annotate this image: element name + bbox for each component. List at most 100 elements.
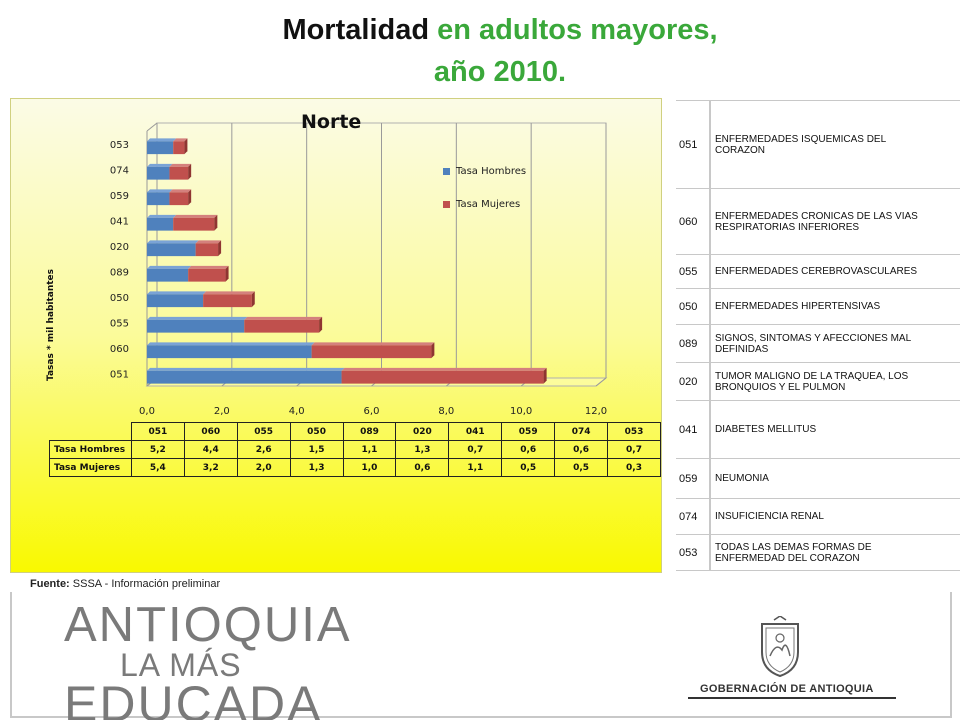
code-row: 051 ENFERMEDADES ISQUEMICAS DEL CORAZON xyxy=(676,100,960,189)
chart-legend: Tasa Hombres Tasa Mujeres xyxy=(443,163,526,229)
bar-hombres-top xyxy=(147,316,248,320)
bar-hombres-top xyxy=(147,367,345,371)
legend-item: Tasa Hombres xyxy=(443,163,526,179)
y-tick-label: 059 xyxy=(110,191,129,202)
code-description: TODAS LAS DEMAS FORMAS DE ENFERMEDAD DEL… xyxy=(710,534,960,571)
code-row: 074 INSUFICIENCIA RENAL xyxy=(676,498,960,535)
bar-mujeres xyxy=(173,217,215,231)
legend-swatch xyxy=(443,200,450,208)
bar-hombres xyxy=(147,345,312,359)
code-cell: 059 xyxy=(676,458,711,499)
code-description: ENFERMEDADES CRONICAS DE LAS VIAS RESPIR… xyxy=(710,188,960,255)
code-description: ENFERMEDADES HIPERTENSIVAS xyxy=(710,288,960,325)
bar-hombres xyxy=(147,166,170,180)
code-row: 060 ENFERMEDADES CRONICAS DE LAS VIAS RES… xyxy=(676,188,960,255)
bar-end-face xyxy=(431,342,435,359)
logo-line-3: EDUCADA xyxy=(64,676,323,720)
code-cell: 051 xyxy=(676,100,711,189)
code-row: 055 ENFERMEDADES CEREBROVASCULARES xyxy=(676,254,960,289)
code-row: 041 DIABETES MELLITUS xyxy=(676,400,960,459)
chart-svg: 0,0 2,0 4,0 6,0 8,0 10,0 12,0 051 060 055 050 089 02… xyxy=(110,122,608,417)
bar-end-face xyxy=(214,214,218,231)
table-header-cell: 074 xyxy=(554,422,609,441)
slide-title-line-2: año 2010. xyxy=(433,56,567,88)
bar-hombres-top xyxy=(147,189,173,193)
bar-mujeres xyxy=(195,243,219,257)
bar-mujeres xyxy=(173,141,185,155)
x-tick-label: 10,0 xyxy=(510,406,532,417)
bar-hombres-top xyxy=(147,342,315,346)
code-cell: 089 xyxy=(676,324,711,363)
table-header-cell: 060 xyxy=(183,422,238,441)
code-description: DIABETES MELLITUS xyxy=(710,400,960,459)
table-cell: 0,7 xyxy=(607,440,661,459)
y-tick-label: 051 xyxy=(110,369,129,380)
logo-line-1: ANTIOQUIA xyxy=(64,598,352,652)
bar-mujeres-top xyxy=(203,291,255,295)
slide-title: Mortalidad en adultos mayores, xyxy=(0,14,960,47)
bar-hombres-top xyxy=(147,265,192,269)
y-tick-label: 050 xyxy=(110,293,129,304)
code-description: NEUMONIA xyxy=(710,458,960,499)
bar-mujeres-top xyxy=(188,265,229,269)
code-cell: 055 xyxy=(676,254,711,289)
table-cell: 1,1 xyxy=(448,458,503,477)
title-part-2: en adultos mayores, xyxy=(437,14,718,46)
bar-end-face xyxy=(184,138,188,155)
bar-hombres-top xyxy=(147,214,177,218)
title-part-1: Mortalidad xyxy=(282,14,430,46)
bar-mujeres-top xyxy=(341,367,547,371)
table-header-cell: 055 xyxy=(236,422,291,441)
logo-line-2: LA MÁS xyxy=(120,647,242,683)
table-header-cell: 041 xyxy=(448,422,503,441)
bar-mujeres xyxy=(169,192,189,206)
bar-mujeres-top xyxy=(244,316,323,320)
bar-hombres xyxy=(147,141,174,155)
table-cell: 0,5 xyxy=(554,458,609,477)
legend-label: Tasa Mujeres xyxy=(456,198,521,210)
table-cell: 1,1 xyxy=(342,440,397,459)
x-gridline-depth xyxy=(595,377,607,387)
code-row: 050 ENFERMEDADES HIPERTENSIVAS xyxy=(676,288,960,325)
antioquia-logo: ANTIOQUIA LA MÁS EDUCADA xyxy=(64,600,352,720)
x-tick-label: 2,0 xyxy=(214,406,230,417)
code-row: 089 SIGNOS, SINTOMAS Y AFECCIONES MAL DEF… xyxy=(676,324,960,363)
y-tick-label: 089 xyxy=(110,267,129,278)
table-row-label: Tasa Mujeres xyxy=(49,458,132,477)
bar-mujeres xyxy=(203,294,252,308)
code-description: SIGNOS, SINTOMAS Y AFECCIONES MAL DEFINI… xyxy=(710,324,960,363)
code-cell: 060 xyxy=(676,188,711,255)
y-tick-label: 055 xyxy=(110,318,129,329)
bar-hombres xyxy=(147,192,170,206)
y-tick-label: 041 xyxy=(110,216,129,227)
bar-mujeres xyxy=(244,319,320,333)
table-cell: 2,0 xyxy=(236,458,291,477)
table-cell: 0,5 xyxy=(501,458,556,477)
table-cell: 0,6 xyxy=(554,440,609,459)
table-header-cell: 059 xyxy=(501,422,556,441)
source-note: Fuente: SSSA - Información preliminar xyxy=(30,578,220,590)
bar-mujeres-top xyxy=(195,240,222,244)
table-header-cell: 020 xyxy=(395,422,450,441)
code-description: ENFERMEDADES CEREBROVASCULARES xyxy=(710,254,960,289)
y-tick-label: 020 xyxy=(110,242,129,253)
table-cell: 5,2 xyxy=(130,440,185,459)
code-cell: 020 xyxy=(676,362,711,401)
table-cell: 1,5 xyxy=(289,440,344,459)
y-tick-label: 053 xyxy=(110,140,129,151)
table-row-label: Tasa Hombres xyxy=(49,440,132,459)
table-cell: 0,3 xyxy=(607,458,661,477)
code-row: 020 TUMOR MALIGNO DE LA TRAQUEA, LOS BRON… xyxy=(676,362,960,401)
bar-mujeres-top xyxy=(173,214,218,218)
bar-hombres xyxy=(147,268,189,282)
code-cell: 050 xyxy=(676,288,711,325)
table-cell: 1,0 xyxy=(342,458,397,477)
legend-label: Tasa Hombres xyxy=(456,165,527,177)
y-tick-label: 060 xyxy=(110,344,129,355)
bar-hombres xyxy=(147,294,204,308)
source-label: Fuente: xyxy=(30,578,70,590)
table-cell: 1,3 xyxy=(289,458,344,477)
government-label: GOBERNACIÓN DE ANTIOQUIA xyxy=(700,683,874,695)
x-tick-label: 6,0 xyxy=(364,406,380,417)
table-cell: 1,3 xyxy=(395,440,450,459)
